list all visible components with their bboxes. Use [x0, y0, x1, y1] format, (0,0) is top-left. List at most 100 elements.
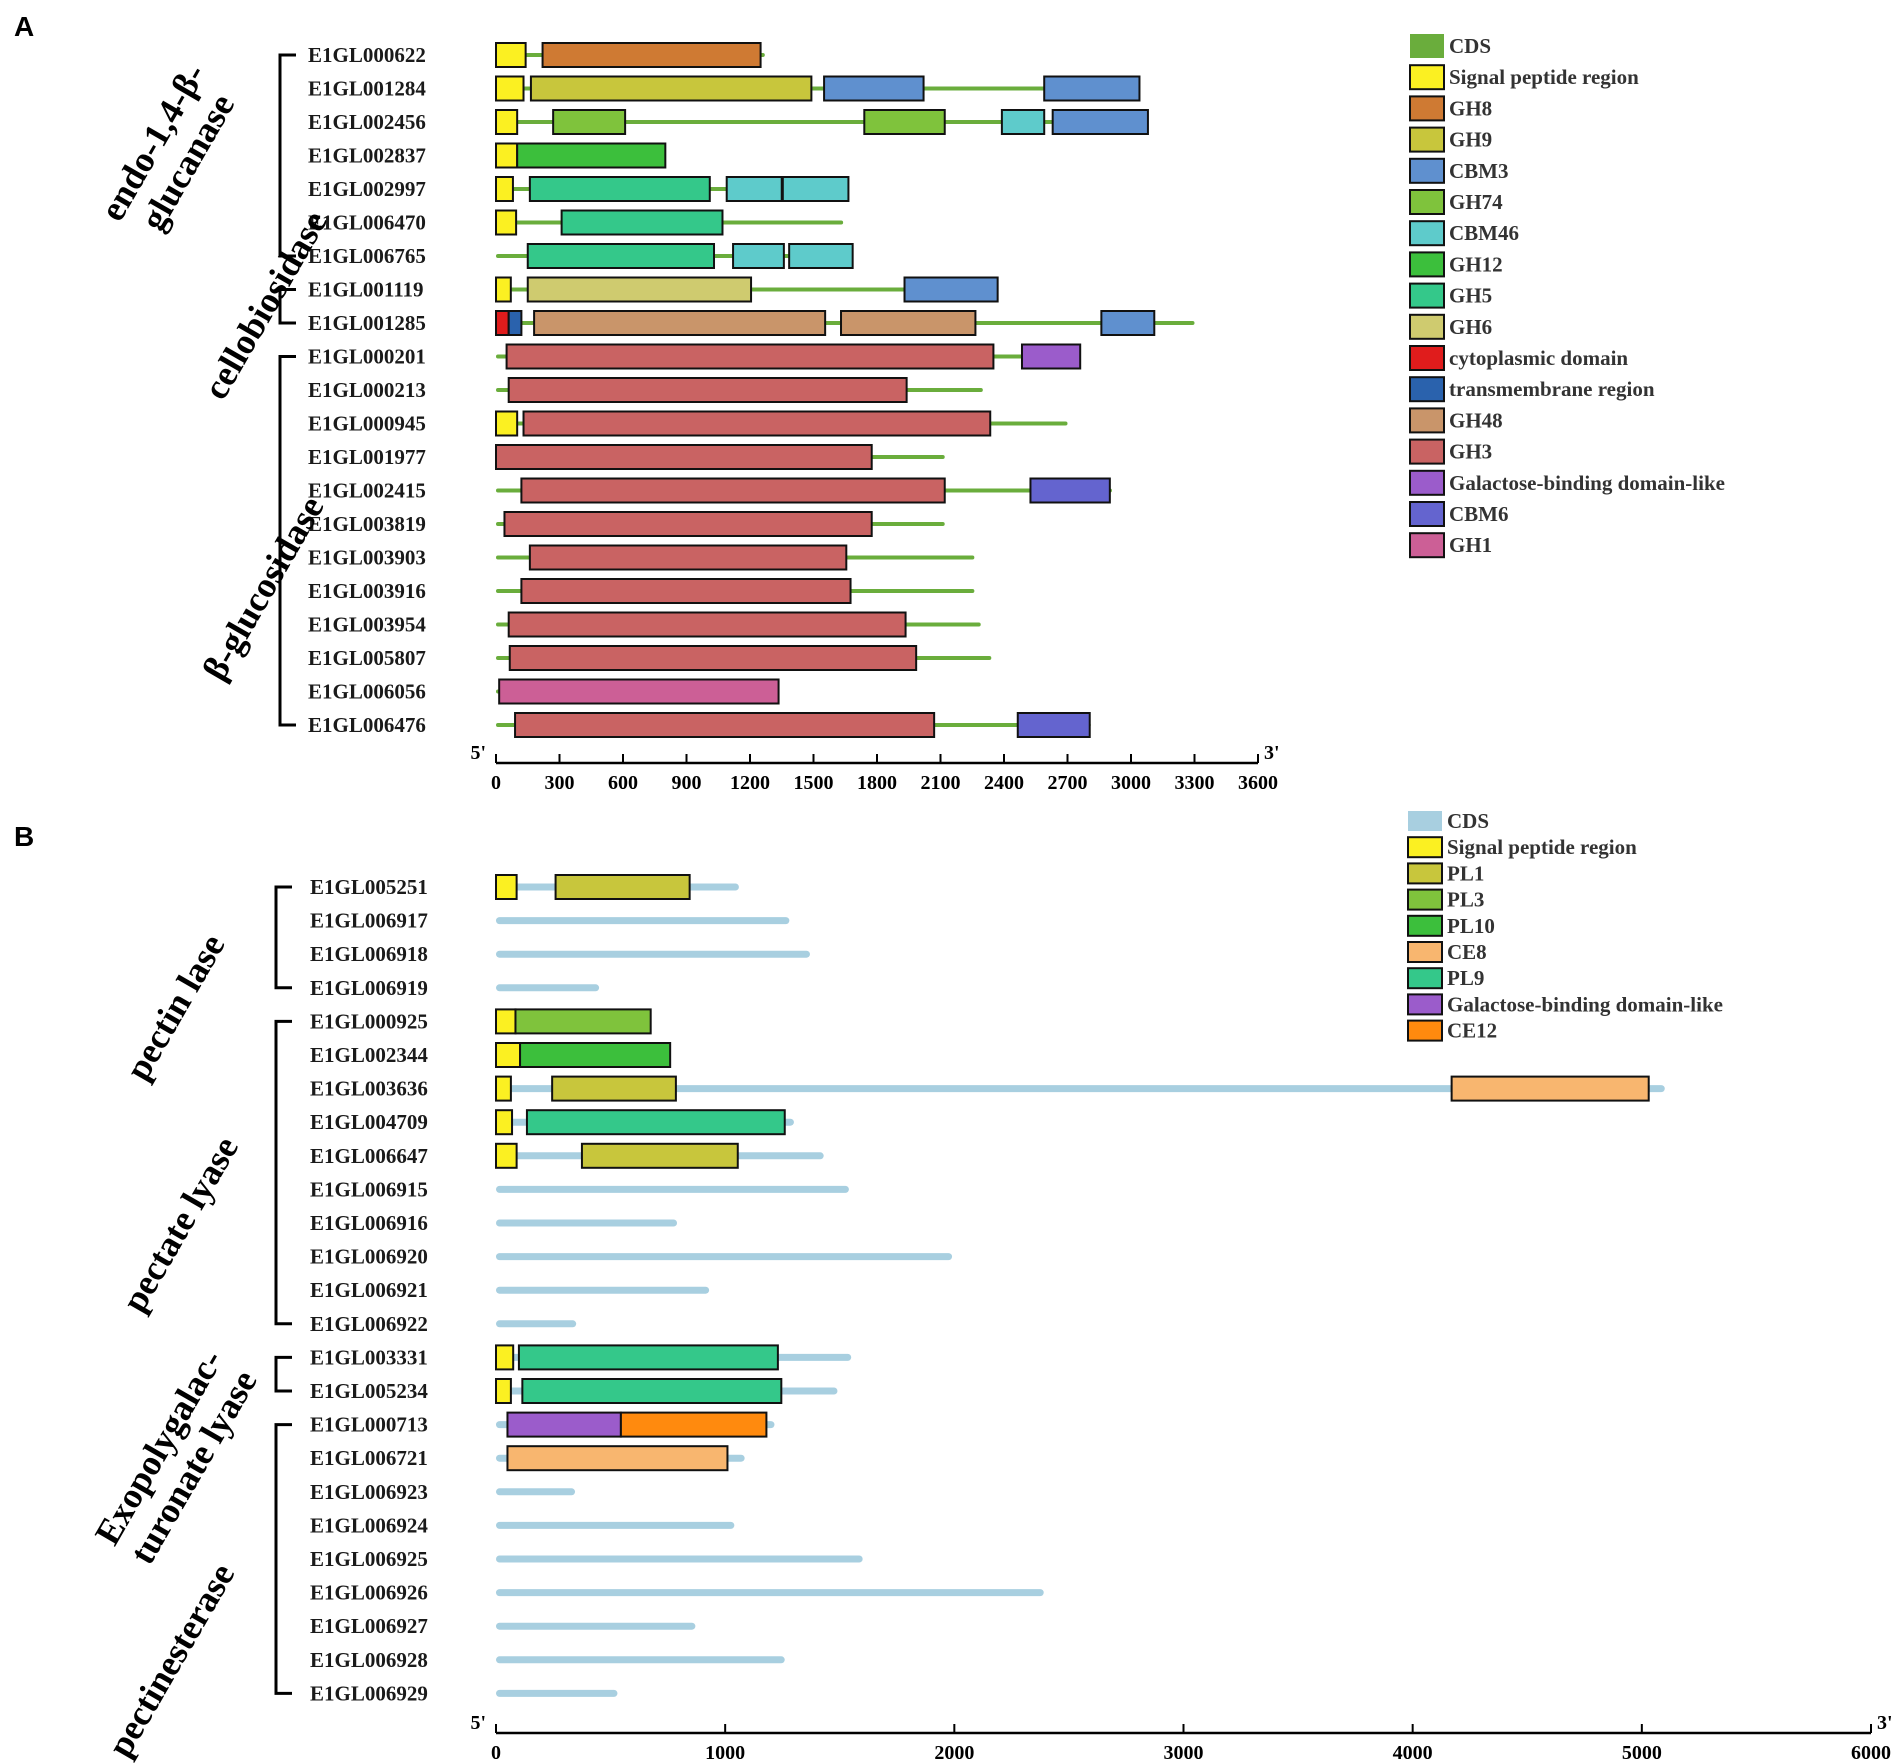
gene-id-label: E1GL002344	[310, 1043, 428, 1067]
legend-swatch	[1409, 220, 1445, 247]
domain-ce8	[1450, 1075, 1650, 1102]
domain-signal-peptide-region	[495, 1042, 522, 1068]
domain-gh5	[528, 176, 711, 202]
gene-id-label: E1GL006920	[310, 1245, 428, 1269]
domain-cytoplasmic-domain	[495, 310, 510, 336]
legend-swatch	[1407, 1019, 1443, 1042]
gene-id-label: E1GL006916	[310, 1211, 428, 1235]
legend-label: PL10	[1447, 914, 1495, 938]
legend-label: transmembrane region	[1449, 377, 1655, 401]
domain-cbm3	[823, 75, 925, 102]
domain-gh74	[552, 109, 627, 135]
domain-pl10	[519, 1042, 672, 1068]
gene-row: E1GL000622	[308, 42, 765, 68]
cds-line	[496, 1320, 577, 1328]
panel-a: A E1GL000622 E1GL001284 E1GL002456 E1GL00283…	[14, 11, 1725, 794]
domain-ce12	[619, 1411, 768, 1438]
legend-item: CDS	[1408, 809, 1489, 833]
legend-label: CE8	[1447, 940, 1487, 964]
domain-gh3	[495, 444, 873, 470]
legend-item: PL10	[1407, 914, 1495, 938]
group-bracket	[274, 885, 292, 990]
domain-gh3	[507, 611, 907, 638]
domain-gh48	[533, 310, 827, 336]
legend-label: CDS	[1447, 809, 1489, 833]
gene-id-label: E1GL001285	[308, 311, 426, 335]
domain-cbm3	[1043, 75, 1141, 102]
gene-id-label: E1GL006926	[310, 1581, 428, 1605]
legend-item: Signal peptide region	[1407, 835, 1637, 859]
legend-swatch	[1409, 407, 1445, 434]
group-bracket	[278, 288, 296, 325]
legend-label: GH3	[1449, 440, 1492, 464]
gene-row: E1GL001284	[308, 75, 1141, 102]
legend-label: Signal peptide region	[1449, 65, 1639, 89]
gene-row: E1GL002344	[310, 1042, 672, 1068]
legend-label: cytoplasmic domain	[1449, 346, 1628, 370]
gene-row: E1GL006721	[310, 1445, 745, 1472]
cds-line	[496, 1185, 849, 1193]
legend-item: Signal peptide region	[1409, 64, 1639, 91]
legend-swatch	[1410, 34, 1444, 58]
gene-id-label: E1GL006928	[310, 1648, 428, 1672]
group-bracket	[278, 53, 296, 258]
gene-id-label: E1GL003819	[308, 512, 426, 536]
legend-swatch	[1409, 345, 1445, 371]
gene-row: E1GL006927	[310, 1614, 696, 1638]
domain-signal-peptide-region	[495, 176, 514, 202]
tick-label: 4000	[1393, 1742, 1433, 1763]
domain-gh3	[528, 544, 848, 571]
gene-row: E1GL006476	[308, 712, 1091, 738]
tick-label: 2100	[921, 772, 961, 794]
legend-swatch	[1409, 438, 1445, 465]
legend-label: CBM46	[1449, 221, 1519, 245]
group-label: endo-1,4-β-glucanase	[92, 57, 248, 248]
cds-line	[496, 1219, 678, 1227]
gene-id-label: E1GL001119	[308, 278, 424, 302]
domain-cbm46	[732, 243, 785, 269]
legend-item: PL3	[1407, 888, 1484, 912]
gene-id-label: E1GL000213	[308, 378, 426, 402]
domain-signal-peptide-region	[495, 75, 525, 102]
cds-line	[496, 950, 810, 958]
legend-label: CBM6	[1449, 502, 1509, 526]
legend-label: CBM3	[1449, 159, 1509, 183]
domain-gh1	[498, 678, 780, 705]
gene-id-label: E1GL002456	[308, 110, 426, 134]
legend-swatch	[1409, 282, 1445, 309]
domain-pl1	[580, 1142, 739, 1169]
tick-label: 3000	[1164, 1742, 1204, 1763]
tick-label: 2400	[984, 772, 1024, 794]
domain-pl1	[551, 1075, 677, 1102]
gene-id-label: E1GL006647	[310, 1144, 428, 1168]
gene-row: E1GL006922	[310, 1312, 577, 1336]
gene-id-label: E1GL005807	[308, 646, 426, 670]
legend-item: GH48	[1409, 407, 1503, 434]
tick-label: 600	[608, 772, 638, 794]
gene-row: E1GL006915	[310, 1177, 849, 1201]
gene-id-label: E1GL003916	[308, 579, 426, 603]
gene-id-label: E1GL000622	[308, 43, 426, 67]
group-bracket	[274, 1423, 292, 1695]
gene-row: E1GL003954	[308, 611, 981, 638]
legend-item: GH3	[1409, 438, 1492, 465]
domain-signal-peptide-region	[495, 1109, 514, 1136]
legend-swatch	[1409, 376, 1445, 403]
legend-item: GH9	[1409, 126, 1492, 153]
gene-row: E1GL002456	[308, 109, 1149, 135]
domain-signal-peptide-region	[495, 42, 527, 68]
domain-cbm46	[781, 176, 850, 202]
legend-item: PL1	[1407, 861, 1484, 885]
legend-item: CE8	[1407, 940, 1487, 964]
gene-id-label: E1GL006922	[310, 1312, 428, 1336]
gene-id-label: E1GL006721	[310, 1446, 428, 1470]
legend-label: GH5	[1449, 284, 1492, 308]
domain-ce8	[506, 1445, 729, 1472]
domain-pl9	[517, 1344, 779, 1371]
cds-line	[496, 1085, 1665, 1093]
gene-row: E1GL006919	[310, 976, 600, 1000]
gene-row: E1GL004709	[310, 1109, 794, 1136]
domain-pl9	[525, 1109, 786, 1136]
gene-id-label: E1GL006056	[308, 680, 426, 704]
